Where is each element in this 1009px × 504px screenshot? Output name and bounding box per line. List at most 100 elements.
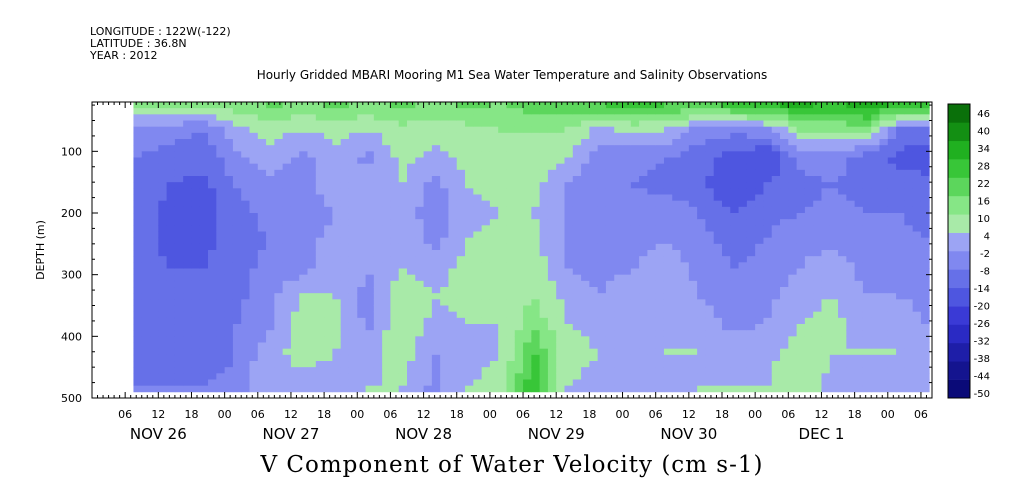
heatmap-cell — [647, 132, 657, 140]
heatmap-cell — [581, 268, 590, 276]
heatmap-cell — [183, 348, 192, 356]
heatmap-cell — [846, 280, 856, 288]
heatmap-cell — [340, 200, 350, 208]
heatmap-cell — [705, 361, 715, 368]
heatmap-cell — [224, 231, 234, 239]
heatmap-cell — [465, 250, 474, 257]
heatmap-cell — [838, 385, 847, 393]
heatmap-cell — [241, 348, 250, 356]
heatmap-cell — [224, 262, 234, 269]
heatmap-cell — [838, 361, 847, 368]
heatmap-cell — [912, 231, 922, 239]
heatmap-cell — [697, 336, 706, 343]
heatmap-cell — [465, 385, 474, 393]
heatmap-cell — [241, 287, 250, 294]
heatmap-cell — [746, 231, 756, 239]
heatmap-cell — [531, 194, 541, 202]
heatmap-cell — [920, 354, 930, 362]
heatmap-cell — [523, 237, 532, 245]
heatmap-cell — [738, 194, 748, 202]
heatmap-cell — [141, 262, 151, 269]
heatmap-cell — [556, 280, 565, 288]
heatmap-cell — [290, 305, 300, 313]
heatmap-cell — [224, 317, 234, 325]
heatmap-cell — [572, 102, 582, 109]
heatmap-cell — [266, 120, 275, 128]
heatmap-cell — [920, 317, 930, 325]
heatmap-cell — [647, 126, 657, 134]
heatmap-cell — [755, 163, 764, 171]
heatmap-cell — [838, 225, 847, 232]
heatmap-cell — [299, 225, 308, 232]
heatmap-cell — [365, 169, 375, 177]
heatmap-cell — [846, 102, 856, 109]
x-tick-label: 00 — [748, 408, 762, 421]
heatmap-cell — [630, 342, 640, 350]
heatmap-cell — [440, 336, 449, 343]
heatmap-cell — [630, 293, 640, 300]
heatmap-cell — [257, 385, 267, 393]
heatmap-cell — [589, 194, 599, 202]
heatmap-cell — [887, 361, 897, 368]
heatmap-cell — [208, 225, 217, 232]
heatmap-cell — [266, 132, 275, 140]
heatmap-cell — [605, 163, 615, 171]
heatmap-cell — [896, 243, 905, 251]
heatmap-cell — [465, 317, 474, 325]
heatmap-cell — [614, 120, 623, 128]
heatmap-cell — [697, 169, 706, 177]
heatmap-cell — [763, 243, 773, 251]
heatmap-cell — [655, 213, 665, 220]
heatmap-cell — [564, 348, 574, 356]
heatmap-cell — [589, 385, 599, 393]
heatmap-cell — [448, 108, 458, 115]
heatmap-cell — [498, 348, 507, 356]
heatmap-cell — [780, 280, 789, 288]
heatmap-cell — [605, 293, 615, 300]
heatmap-cell — [854, 139, 864, 146]
heatmap-cell — [382, 250, 391, 257]
heatmap-cell — [564, 299, 574, 306]
heatmap-cell — [282, 219, 292, 226]
heatmap-cell — [324, 139, 333, 146]
heatmap-cell — [771, 373, 781, 380]
heatmap-cell — [348, 157, 358, 165]
heatmap-cell — [581, 231, 590, 239]
heatmap-cell — [382, 108, 391, 115]
heatmap-cell — [871, 268, 880, 276]
heatmap-cell — [904, 163, 914, 171]
heatmap-cell — [174, 299, 184, 306]
heatmap-cell — [440, 108, 449, 115]
heatmap-cell — [755, 114, 764, 121]
colorbar-swatch — [948, 195, 970, 215]
heatmap-cell — [647, 280, 657, 288]
heatmap-cell — [216, 367, 226, 374]
heatmap-cell — [150, 213, 159, 220]
heatmap-cell — [879, 243, 889, 251]
heatmap-cell — [622, 268, 632, 276]
heatmap-cell — [564, 324, 574, 331]
heatmap-cell — [672, 373, 681, 380]
heatmap-cell — [448, 361, 458, 368]
heatmap-cell — [896, 379, 905, 387]
heatmap-cell — [456, 317, 466, 325]
heatmap-cell — [630, 373, 640, 380]
heatmap-cell — [183, 342, 192, 350]
heatmap-cell — [340, 132, 350, 140]
heatmap-cell — [605, 317, 615, 325]
heatmap-cell — [788, 151, 798, 158]
heatmap-cell — [315, 274, 325, 282]
heatmap-cell — [266, 287, 275, 294]
heatmap-cell — [738, 132, 748, 140]
heatmap-cell — [531, 305, 541, 313]
heatmap-cell — [920, 176, 930, 183]
heatmap-cell — [763, 324, 773, 331]
heatmap-cell — [697, 330, 706, 337]
heatmap-cell — [431, 361, 441, 368]
heatmap-cell — [150, 324, 159, 331]
heatmap-cell — [174, 188, 184, 195]
heatmap-cell — [539, 176, 549, 183]
heatmap-cell — [771, 250, 781, 257]
heatmap-cell — [431, 367, 441, 374]
heatmap-cell — [373, 126, 383, 134]
